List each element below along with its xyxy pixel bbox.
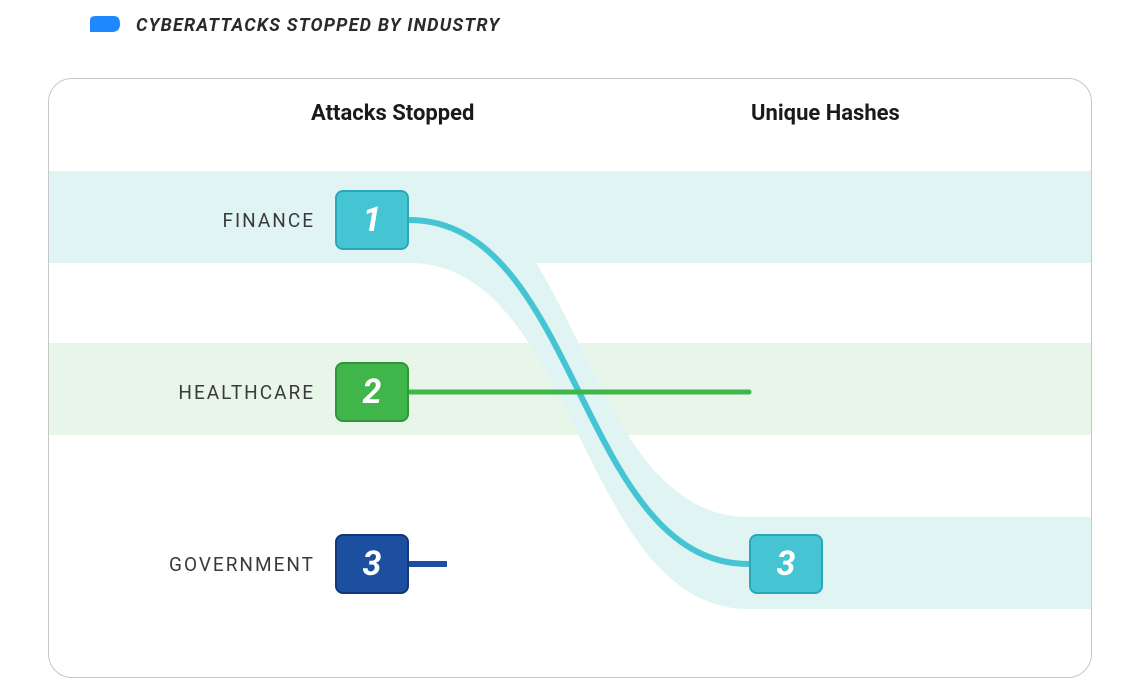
column-header-attacks-stopped: Attacks Stopped	[311, 101, 474, 126]
rank-box-healthcare-attacks: 2	[335, 362, 409, 422]
rank-box-finance-hashes: 3	[749, 534, 823, 594]
page-title: CYBERATTACKS STOPPED BY INDUSTRY	[136, 15, 500, 36]
column-header-unique-hashes: Unique Hashes	[751, 101, 900, 126]
rank-box-finance-attacks: 1	[335, 190, 409, 250]
diagram-card: Attacks Stopped Unique Hashes FINANCE HE…	[48, 78, 1092, 678]
page-header: CYBERATTACKS STOPPED BY INDUSTRY	[0, 0, 1140, 36]
rank-box-government-attacks: 3	[335, 534, 409, 594]
row-label-government: GOVERNMENT	[95, 553, 315, 576]
brand-logo-icon	[88, 14, 120, 36]
row-label-finance: FINANCE	[95, 209, 315, 232]
row-label-healthcare: HEALTHCARE	[95, 381, 315, 404]
